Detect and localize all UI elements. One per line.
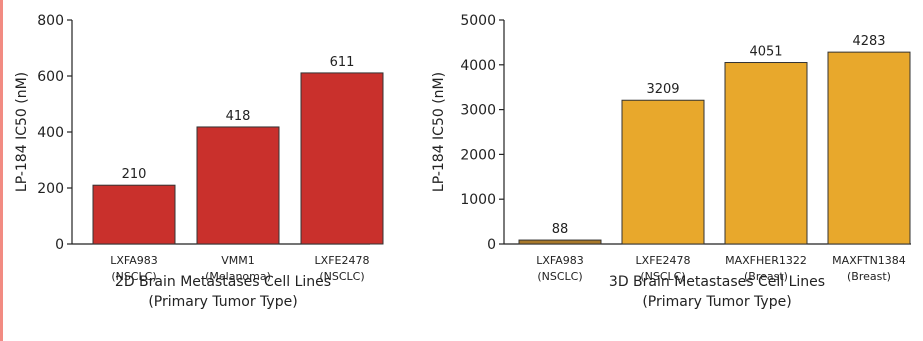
chart2-category-label: (NSCLC) [537,270,582,283]
chart1-y-axis-label: LP-184 IC50 (nM) [14,72,30,192]
chart2-category-label: LXFE2478 [636,254,691,267]
chart2-value-label: 4051 [749,45,782,60]
chart1-category-label: LXFA983 [110,254,158,267]
chart2-value-label: 3209 [646,82,679,97]
chart1-category-label: (NSCLC) [319,270,364,283]
chart2-category-label: MAXFTN1384 [832,254,906,267]
chart2-category-label: (Breast) [847,270,891,283]
chart2-bar [724,62,808,245]
chart2-bar [827,51,911,245]
chart2-y-tick-label: 2000 [460,147,496,163]
chart1-y-tick-label: 200 [37,181,64,197]
chart1-value-label: 611 [330,55,355,70]
chart2-category-label: LXFA983 [536,254,584,267]
chart1-value-label: 210 [122,167,147,182]
chart1-y-tick-label: 400 [37,125,64,141]
chart1-category-label: LXFE2478 [315,254,370,267]
chart1-y-tick-label: 0 [55,237,64,253]
chart2-value-label: 88 [552,222,569,237]
chart2-category-label: (NSCLC) [640,270,685,283]
chart2-category-label: (Breast) [744,270,788,283]
chart1-value-label: 418 [226,109,251,124]
chart2-category-label: MAXFHER1322 [725,254,807,267]
chart2-y-tick-label: 4000 [460,58,496,74]
chart2-x-axis-title: 3D Brain Metastases Cell Lines [609,274,825,290]
page-edge-accent [0,0,3,341]
chart1-category-label: VMM1 [221,254,255,267]
chart2-y-tick-label: 3000 [460,103,496,119]
chart2-y-tick-label: 1000 [460,192,496,208]
chart2-y-tick-label: 5000 [460,13,496,29]
chart1-x-axis-title: (Primary Tumor Type) [148,294,297,310]
chart2-bar [621,99,705,245]
chart1-y-tick-label: 800 [37,13,64,29]
chart2-bar [518,239,602,245]
chart1-y-tick-label: 600 [37,69,64,85]
chart1-x-axis-title: 2D Brain Metastases Cell Lines [115,274,331,290]
chart2-value-label: 4283 [852,34,885,49]
chart1-category-label: (Melanoma) [205,270,271,283]
chart1-bar [300,72,384,245]
chart1-category-label: (NSCLC) [111,270,156,283]
chart1-bar [92,184,176,245]
chart2-y-axis-label: LP-184 IC50 (nM) [431,72,447,192]
chart2-y-tick-label: 0 [487,237,496,253]
chart1-bar [196,126,280,245]
chart2-x-axis-title: (Primary Tumor Type) [642,294,791,310]
